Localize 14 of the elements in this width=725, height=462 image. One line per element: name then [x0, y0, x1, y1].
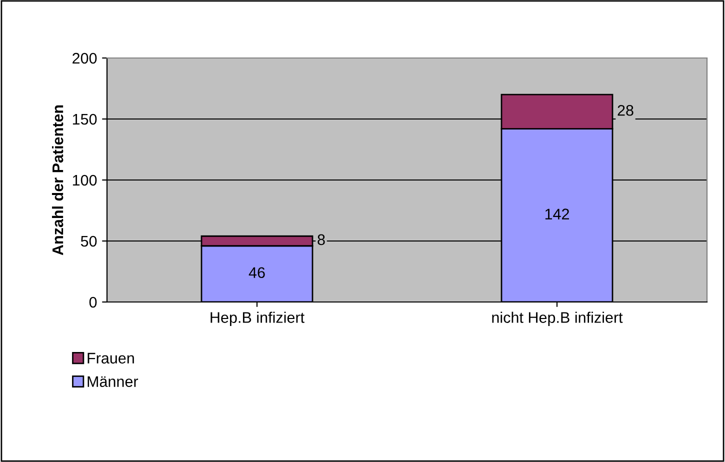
y-tick-label: 150	[72, 114, 97, 125]
y-tick-label: 0	[89, 296, 97, 308]
y-axis-title: Anzahl der Patienten	[52, 105, 64, 256]
legend-label: Männer	[88, 376, 138, 387]
data-label: 142	[545, 208, 569, 220]
y-tick-label: 200	[72, 52, 97, 64]
data-label: 46	[248, 267, 265, 278]
data-label: 8	[318, 234, 325, 246]
x-tick-label: nicht Hep.B infiziert	[492, 312, 623, 326]
y-tick-label: 50	[80, 236, 97, 247]
x-tick-label: Hep.B infiziert	[210, 312, 304, 326]
legend-label: Frauen	[88, 352, 134, 364]
data-label: 28	[618, 104, 634, 116]
y-tick-label: 100	[72, 174, 97, 186]
